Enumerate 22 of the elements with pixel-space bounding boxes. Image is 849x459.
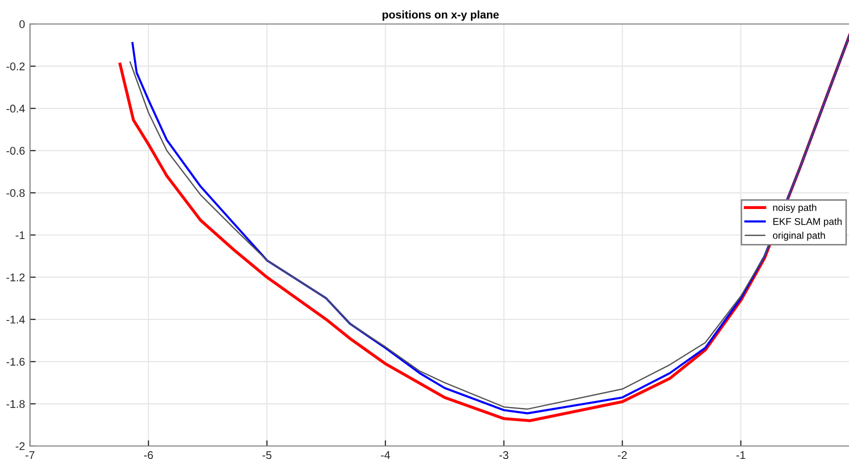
y-tick-label: -1.8 xyxy=(6,400,25,408)
y-tick-label: 0 xyxy=(19,20,25,28)
chart-title: positions on x-y plane xyxy=(382,10,499,21)
x-tick-label: -7 xyxy=(26,451,34,459)
y-tick-label: -1.4 xyxy=(6,316,25,324)
y-tick-label: -0.4 xyxy=(6,104,25,113)
y-tick-label: -1.2 xyxy=(6,273,25,282)
legend-label: EKF SLAM path xyxy=(773,218,842,227)
legend-label: noisy path xyxy=(773,204,816,213)
y-tick-label: -0.8 xyxy=(6,189,25,197)
x-tick-label: -1 xyxy=(736,451,746,459)
legend-label: original path xyxy=(772,232,825,241)
y-tick-label: -0.2 xyxy=(6,62,25,70)
x-tick-label: -5 xyxy=(262,451,272,459)
y-tick-label: -1 xyxy=(16,231,25,240)
y-tick-label: -1.6 xyxy=(6,358,25,366)
y-tick-label: -0.6 xyxy=(6,146,25,155)
x-tick-label: -6 xyxy=(144,451,153,459)
x-tick-label: -4 xyxy=(380,451,390,459)
x-tick-label: -2 xyxy=(618,451,627,459)
x-tick-label: -3 xyxy=(499,451,508,459)
y-tick-label: -2 xyxy=(16,442,25,450)
